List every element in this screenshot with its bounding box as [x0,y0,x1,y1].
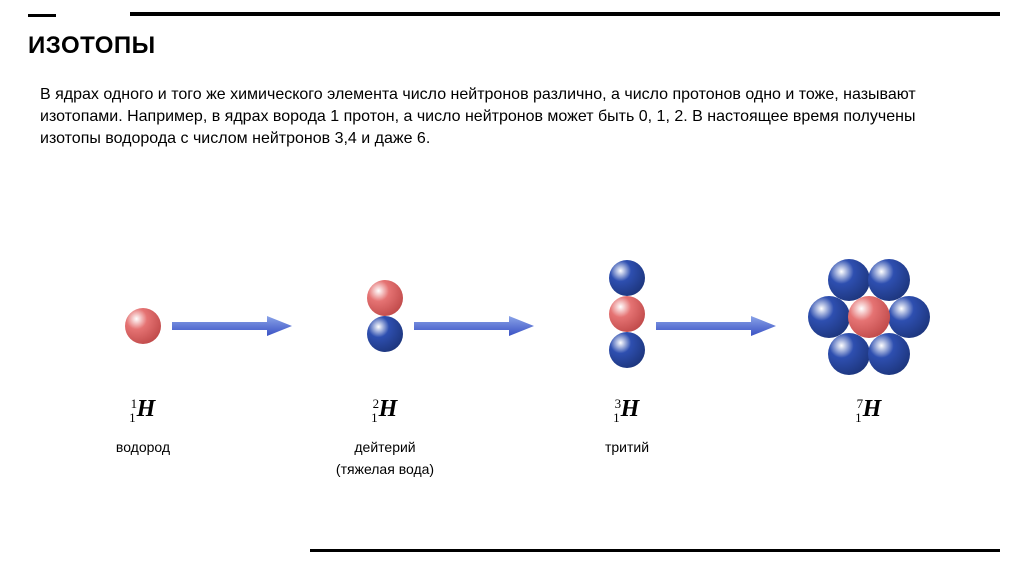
element-symbol: H [621,396,640,422]
transition-arrow [172,316,292,336]
nucleon [828,259,870,301]
element-symbol: H [137,396,156,422]
isotope-label: дейтерий [320,438,450,456]
isotope-h3: 31H тритий [562,230,692,456]
atom-nucleus [320,230,450,390]
nucleon [609,332,645,368]
isotope-label: водород [78,438,208,456]
isotope-sublabel: (тяжелая вода) [320,460,450,478]
atomic-number: 1 [129,410,136,425]
atomic-number: 1 [613,410,620,425]
atomic-number: 1 [371,410,378,425]
nucleon [808,296,850,338]
nucleon [367,280,403,316]
page-title: ИЗОТОПЫ [28,32,156,60]
isotope-h2: 21H дейтерий (тяжелая вода) [320,230,450,478]
atom-nucleus [804,230,934,390]
arrow-icon [656,316,776,336]
nucleon [125,308,161,344]
nucleon [367,316,403,352]
arrow-icon [414,316,534,336]
nucleon [868,259,910,301]
top-dash [28,14,56,17]
isotope-h1: 11H водород [78,230,208,456]
nucleon [609,260,645,296]
transition-arrow [656,316,776,336]
isotope-notation: 71H [804,396,934,426]
element-symbol: H [863,396,882,422]
nucleon [868,333,910,375]
body-paragraph: В ядрах одного и того же химического эле… [40,84,980,150]
nucleon [848,296,890,338]
atomic-number: 1 [855,410,862,425]
isotope-diagram: 11Hводород21Hдейтерий(тяжелая вода)31Hтр… [0,230,1024,510]
isotope-notation: 21H [320,396,450,426]
top-divider [130,12,1000,16]
isotope-notation: 11H [78,396,208,426]
atom-nucleus [562,230,692,390]
isotope-h7: 71H [804,230,934,426]
isotope-label: тритий [562,438,692,456]
element-symbol: H [379,396,398,422]
isotope-notation: 31H [562,396,692,426]
nucleon [888,296,930,338]
nucleon [828,333,870,375]
arrow-icon [172,316,292,336]
atom-nucleus [78,230,208,390]
transition-arrow [414,316,534,336]
bottom-divider [310,549,1000,552]
nucleon [609,296,645,332]
